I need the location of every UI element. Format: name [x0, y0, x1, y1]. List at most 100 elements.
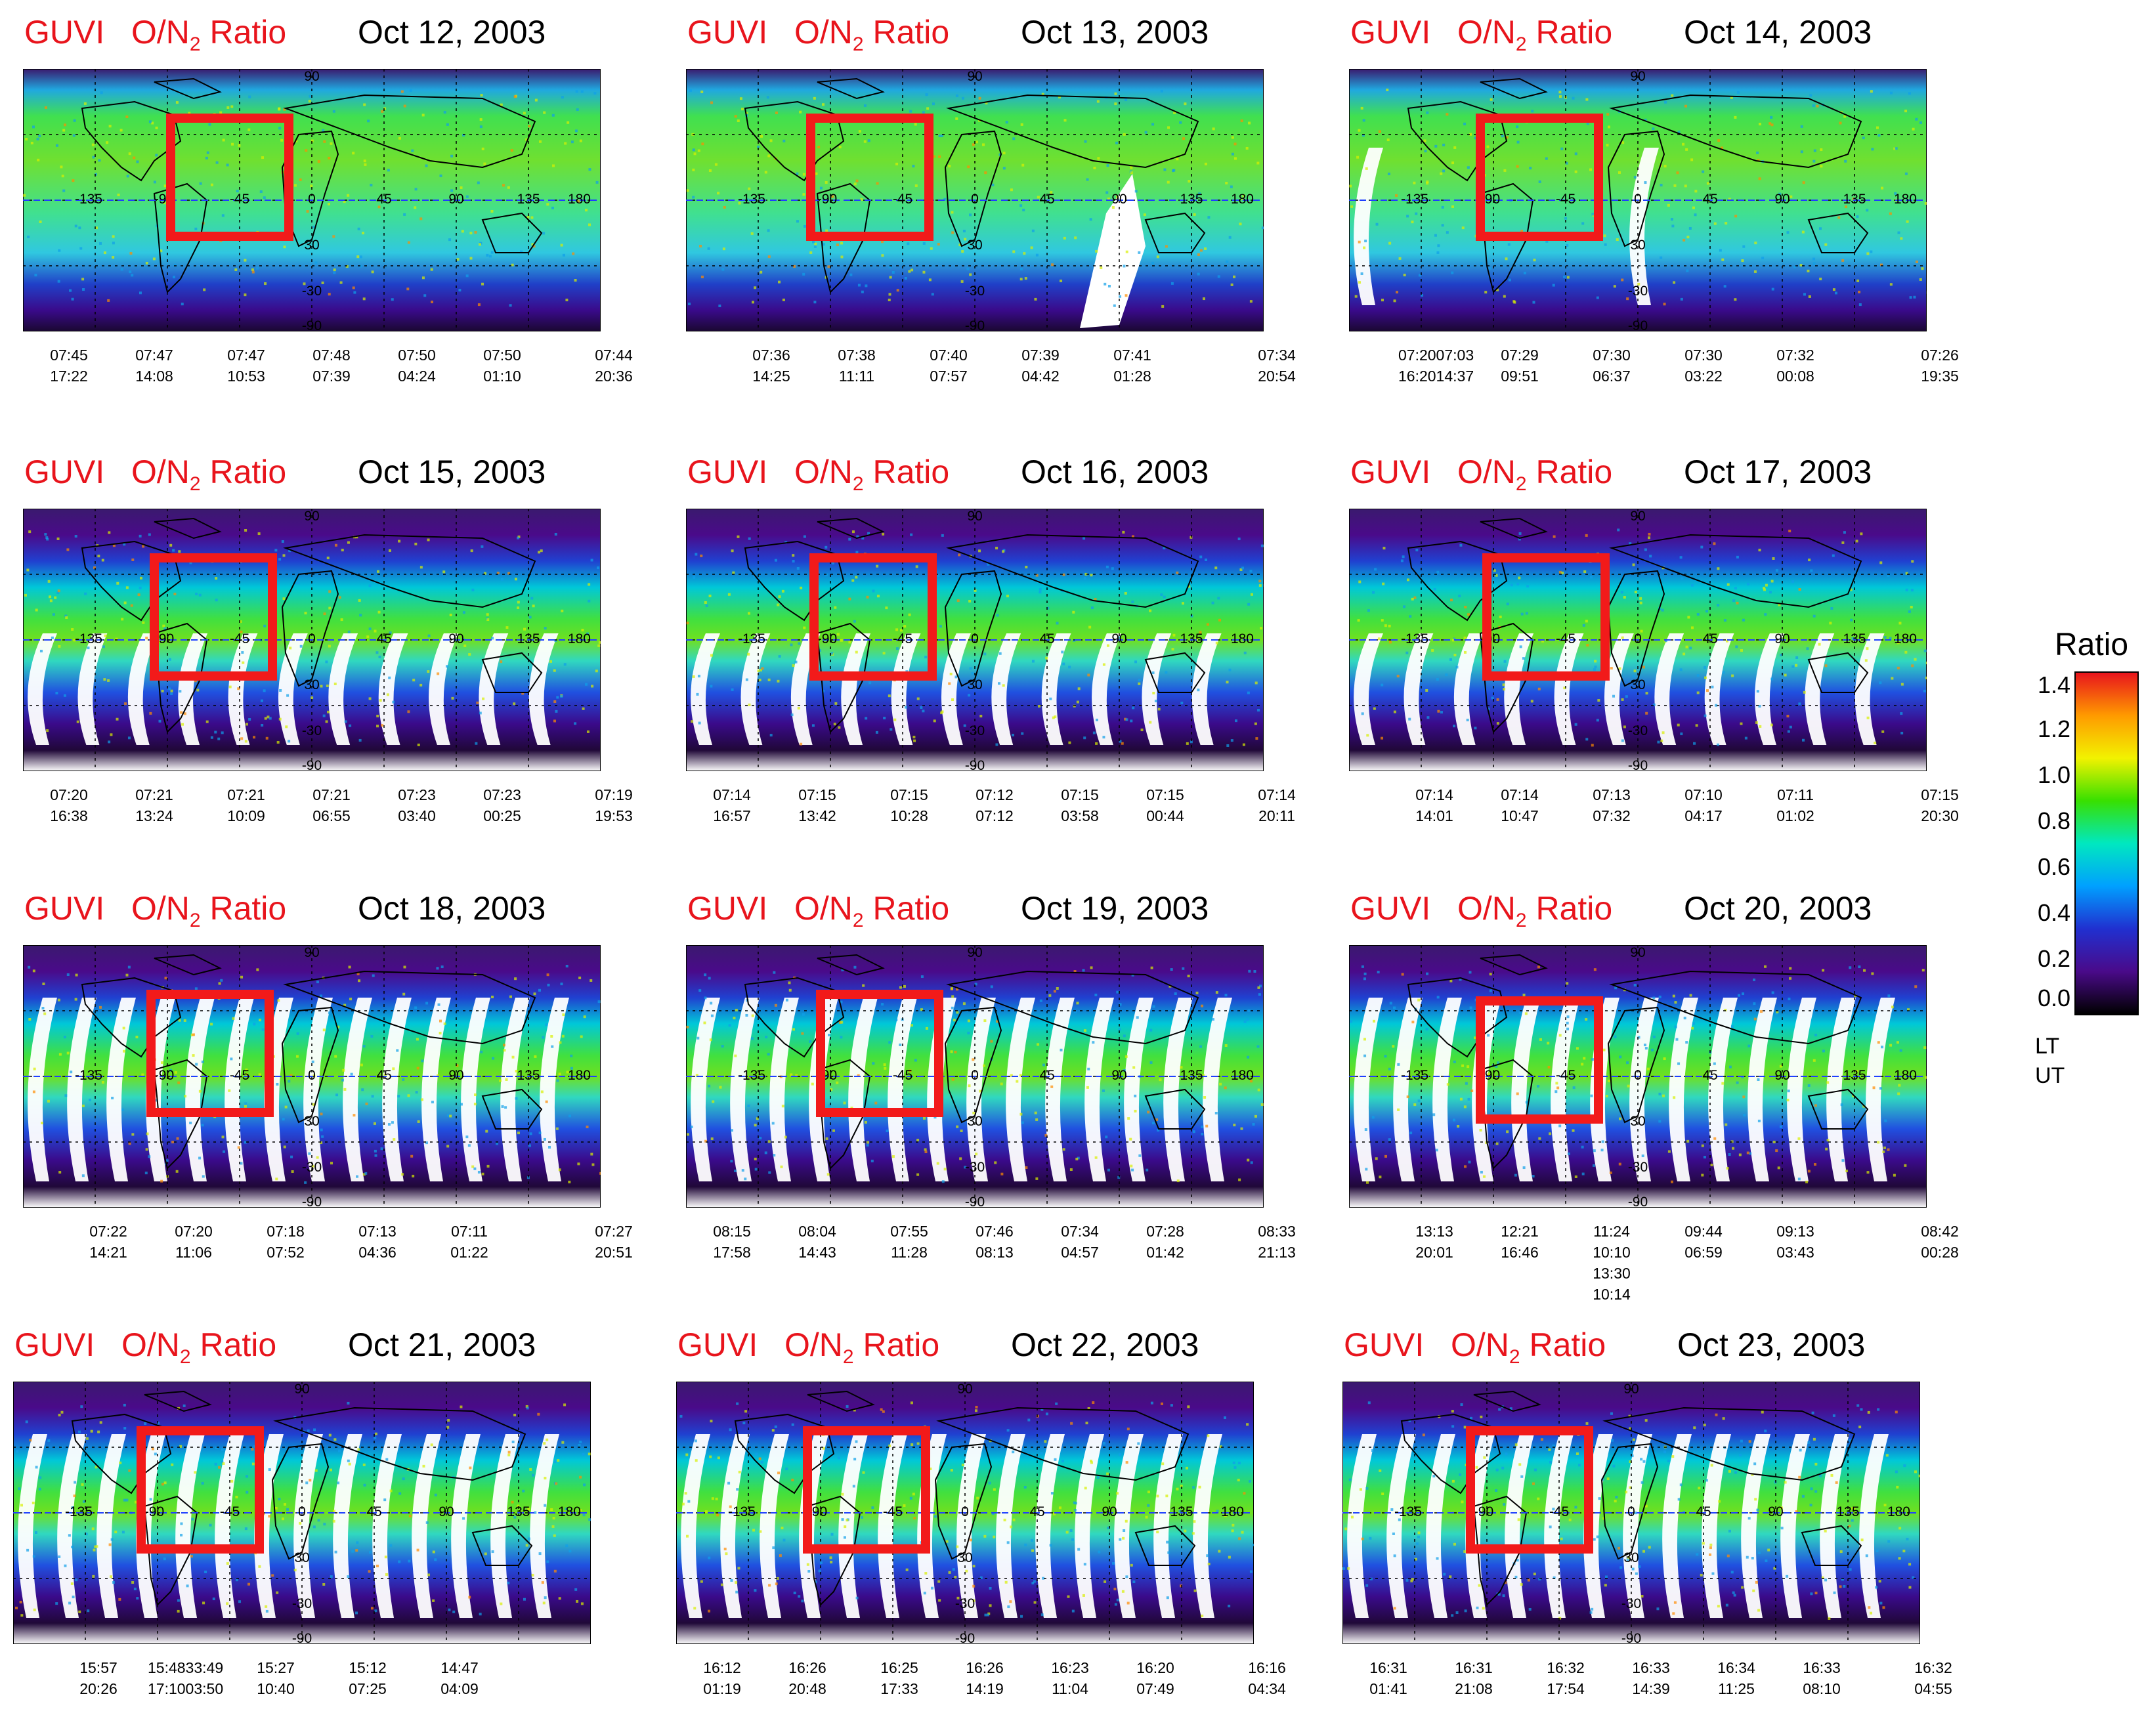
map-axis-label: -90 — [965, 318, 985, 331]
local-time: 14:47 — [440, 1659, 479, 1676]
local-time: 07:13 — [358, 1223, 397, 1240]
map-panel: GUVI O/N2 Ratio Oct 17, 2003 90 -90 -135 -90 -4… — [1342, 453, 1999, 860]
universal-time: 07:57 — [930, 368, 968, 385]
map-axis-label: 0 — [1627, 1504, 1635, 1519]
map-axis-label: -90 — [955, 1631, 975, 1644]
local-time: 07:23 — [483, 786, 521, 803]
orbit-time-cell: 08:04 14:43 — [781, 1221, 853, 1263]
local-time: 07:55 — [890, 1223, 928, 1240]
map-panel: GUVI O/N2 Ratio Oct 23, 2003 90 -90 -135 -90 -4… — [1336, 1326, 1992, 1733]
map-axis-label: 30 — [304, 1114, 319, 1129]
universal-time: 01:10 — [483, 368, 521, 385]
panel-date: Oct 18, 2003 — [358, 890, 546, 927]
orbit-time-cell: 07:13 07:32 — [1576, 784, 1648, 826]
orbit-time-cell: 07:40 07:57 — [912, 345, 985, 387]
orbit-time-cell: 07:22 14:21 — [72, 1221, 144, 1263]
universal-time: 17:33 — [880, 1680, 918, 1697]
map-panel: GUVI O/N2 Ratio Oct 20, 2003 90 -90 -135 -90 -4… — [1342, 889, 1999, 1303]
map-axis-label: 0 — [308, 192, 316, 207]
map-axis-label: 90 — [294, 1382, 309, 1397]
panel-date: Oct 13, 2003 — [1021, 14, 1209, 51]
local-time: 07:2007:03 — [1398, 347, 1474, 364]
universal-time: 21:08 — [1455, 1680, 1493, 1697]
local-time: 12:21 — [1501, 1223, 1539, 1240]
map-axis-label: 90 — [1630, 69, 1645, 84]
local-time: 07:10 — [1684, 786, 1723, 803]
map-axis-label: -135 — [728, 1504, 756, 1519]
map-axis-label: -30 — [302, 1160, 322, 1175]
map-axis-label: 45 — [376, 631, 391, 646]
map-panel: GUVI O/N2 Ratio Oct 13, 2003 90 -90 -135 -90 -4… — [679, 13, 1336, 420]
orbit-time-cell: 07:20 16:38 — [33, 784, 105, 826]
map-axis-label: 30 — [294, 1550, 309, 1565]
universal-time: 10:40 — [257, 1680, 295, 1697]
map-axis-label: -45 — [883, 1504, 903, 1519]
map-axis-label: 135 — [1170, 1504, 1193, 1519]
panel-date: Oct 17, 2003 — [1684, 454, 1872, 490]
local-time: 08:04 — [798, 1223, 836, 1240]
orbit-time-cell: 15:27 10:40 — [240, 1657, 312, 1699]
orbit-time-cell: 16:20 07:49 — [1119, 1657, 1191, 1699]
universal-time: 09:51 — [1501, 368, 1539, 385]
universal-time: 07:49 — [1136, 1680, 1174, 1697]
local-time: 16:26 — [788, 1659, 826, 1676]
local-time: 07:14 — [1258, 786, 1296, 803]
map-axis-label: 135 — [1180, 631, 1203, 646]
map-axis-label: 45 — [376, 1068, 391, 1083]
map-axis-label: -45 — [230, 631, 249, 646]
universal-time: 07:39 — [312, 368, 351, 385]
local-time: 07:13 — [1593, 786, 1631, 803]
orbit-time-cell: 07:15 03:58 — [1044, 784, 1116, 826]
map-axis-label: -135 — [738, 1068, 765, 1083]
universal-time: 08:10 — [1803, 1680, 1841, 1697]
quantity-name: O/N2 Ratio — [131, 14, 287, 55]
orbit-time-cell: 07:44 20:36 — [578, 345, 650, 387]
orbit-time-cell: 16:32 04:55 — [1897, 1657, 1969, 1699]
panel-date: Oct 16, 2003 — [1021, 454, 1209, 490]
map-axis-label: 135 — [1180, 192, 1203, 207]
map-axis-label: -90 — [302, 1195, 322, 1208]
map-axis-label: 0 — [1634, 631, 1642, 646]
orbit-time-labels: 08:15 17:58 08:04 14:43 07:55 11:28 07:46 08:13… — [686, 1221, 1296, 1273]
universal-time: 03:22 — [1684, 368, 1723, 385]
colorbar-tick: 1.2 — [2037, 715, 2070, 742]
map-axis-label: -135 — [65, 1504, 93, 1519]
universal-time: 00:28 — [1921, 1244, 1959, 1261]
south-america-highlight-box — [1476, 996, 1603, 1124]
universal-time: 04:55 — [1914, 1680, 1952, 1697]
local-time: 16:31 — [1455, 1659, 1493, 1676]
orbit-time-labels: 07:45 17:22 07:47 14:08 07:47 10:53 07:48 07:39… — [23, 345, 633, 397]
universal-time: 04:17 — [1684, 807, 1723, 824]
map-axis-label: 0 — [308, 1068, 316, 1083]
local-time: 07:32 — [1776, 347, 1814, 364]
colorbar-gradient — [2074, 671, 2139, 1015]
orbit-time-cell: 15:4833:49 17:1003:50 — [148, 1657, 224, 1699]
orbit-time-cell: 07:11 01:02 — [1759, 784, 1832, 826]
orbit-time-cell: 16:33 08:10 — [1786, 1657, 1858, 1699]
orbit-time-cell: 07:21 10:09 — [210, 784, 282, 826]
map-axis-label: 90 — [448, 631, 463, 646]
colorbar-lt-label: LT — [2035, 1034, 2060, 1059]
orbit-time-cell: 07:13 04:36 — [341, 1221, 414, 1263]
local-time: 15:4833:49 — [148, 1659, 224, 1676]
panel-title: GUVI O/N2 Ratio Oct 17, 2003 — [1342, 453, 1999, 499]
local-time: 07:20 — [175, 1223, 213, 1240]
orbit-time-labels: 07:36 14:25 07:38 11:11 07:40 07:57 07:39 04:42… — [686, 345, 1296, 397]
panel-title: GUVI O/N2 Ratio Oct 12, 2003 — [16, 13, 673, 59]
orbit-time-cell: 07:14 16:57 — [696, 784, 768, 826]
orbit-time-labels: 16:31 01:41 16:31 21:08 16:32 17:54 16:33 14:39… — [1342, 1657, 1952, 1710]
orbit-time-cell: 16:26 20:48 — [771, 1657, 844, 1699]
map-axis-label: 45 — [1702, 1068, 1717, 1083]
map-axis-label: -45 — [893, 631, 912, 646]
map-axis-label: -90 — [154, 1068, 174, 1083]
map-axis-label: 30 — [1630, 1114, 1645, 1129]
panel-date: Oct 19, 2003 — [1021, 890, 1209, 927]
quantity-name: O/N2 Ratio — [784, 1326, 940, 1368]
universal-time: 00:08 — [1776, 368, 1814, 385]
local-time: 16:12 — [703, 1659, 741, 1676]
universal-time: 14:21 — [89, 1244, 127, 1261]
quantity-name: O/N2 Ratio — [1451, 1326, 1606, 1368]
orbit-time-cell: 07:47 14:08 — [118, 345, 190, 387]
map-axis-label: 0 — [971, 192, 979, 207]
local-time: 16:32 — [1547, 1659, 1585, 1676]
